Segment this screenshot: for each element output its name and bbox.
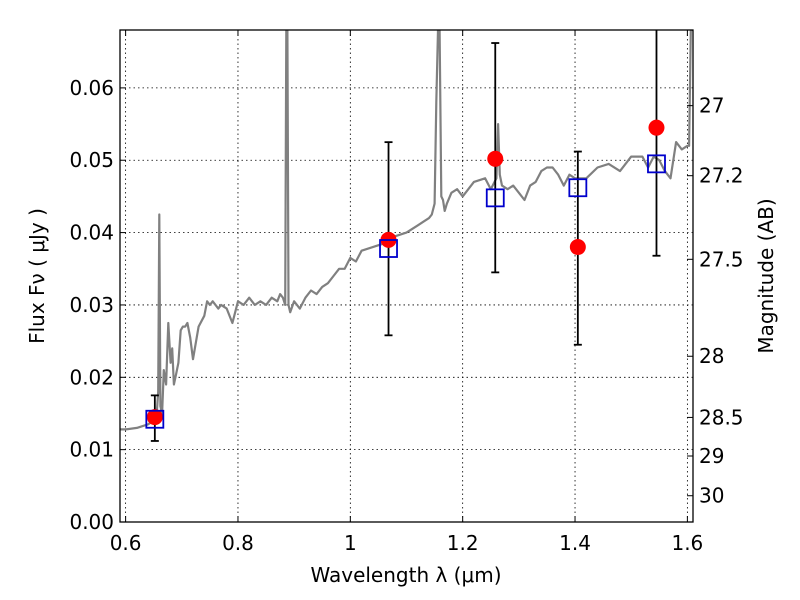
y2-tick-label: 27.5 xyxy=(699,247,744,271)
observed-flux-point xyxy=(146,409,163,426)
y2-tick-label: 28.5 xyxy=(699,405,744,429)
model-flux-square xyxy=(485,188,505,208)
y2-tick-label: 27.2 xyxy=(699,164,744,188)
axis-ticks: 0.6 0.8 1 1.2 1.4 1.6 0.00 0.01 0.02 0.03 0.04 0.05… xyxy=(69,30,744,555)
model-spectrum-line xyxy=(120,30,693,431)
y-tick-label: 0.00 xyxy=(69,510,114,534)
y-tick-label: 0.06 xyxy=(69,76,114,100)
y2-axis-label: Magnitude (AB) xyxy=(754,198,778,353)
y-tick-label: 0.02 xyxy=(69,365,114,389)
plot-area xyxy=(120,30,693,442)
observed-flux-point xyxy=(648,119,665,136)
y-tick-label: 0.03 xyxy=(69,293,114,317)
y2-tick-label: 28 xyxy=(699,344,724,368)
y-tick-label: 0.01 xyxy=(69,438,114,462)
y-axis-label: Flux Fν ( μJy ) xyxy=(25,208,49,344)
x-tick-label: 0.6 xyxy=(110,531,142,555)
x-tick-label: 0.8 xyxy=(222,531,254,555)
y-tick-label: 0.05 xyxy=(69,148,114,172)
model-flux-square xyxy=(145,409,165,429)
observed-flux-point xyxy=(569,239,586,256)
x-tick-label: 1.6 xyxy=(671,531,703,555)
model-flux-square xyxy=(568,178,588,198)
observed-flux-point xyxy=(487,150,504,167)
x-tick-label: 1.4 xyxy=(559,531,591,555)
y2-tick-label: 29 xyxy=(699,444,724,468)
x-tick-label: 1.2 xyxy=(447,531,479,555)
model-flux-square xyxy=(647,154,666,174)
y2-tick-label: 27 xyxy=(699,94,724,118)
model-flux-square xyxy=(379,239,398,258)
x-tick-label: 1 xyxy=(344,531,357,555)
plot-frame xyxy=(119,29,694,523)
y2-tick-label: 30 xyxy=(699,484,724,508)
grid-lines xyxy=(120,30,693,523)
x-axis-label: Wavelength λ (μm) xyxy=(310,563,501,587)
y-tick-label: 0.04 xyxy=(69,221,114,245)
